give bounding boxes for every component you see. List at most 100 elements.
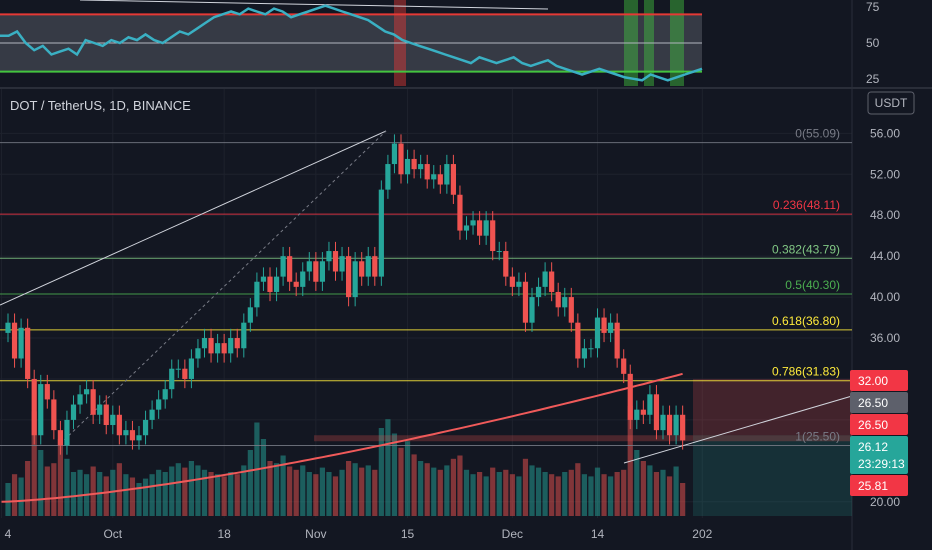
candle-body — [195, 348, 201, 359]
candle-body — [228, 338, 234, 354]
candle-body — [398, 143, 404, 175]
candle-body — [287, 256, 293, 282]
time-tick-label: Dec — [502, 527, 523, 541]
rsi-tick-label: 25 — [866, 72, 880, 86]
candle-body — [280, 256, 286, 277]
moving-average — [1, 372, 683, 503]
volume-bar — [300, 465, 306, 516]
price-tag-box — [850, 453, 908, 474]
volume-bar — [490, 467, 496, 516]
volume-bar — [666, 476, 673, 516]
volume-bar — [221, 476, 227, 516]
time-tick-label: 4 — [5, 527, 12, 541]
volume-bar — [195, 465, 201, 516]
volume-bar — [483, 476, 489, 516]
candle-body — [588, 348, 594, 350]
rsi-pane[interactable] — [0, 0, 703, 86]
volume-bar — [470, 474, 476, 516]
candle-body — [18, 327, 24, 359]
volume-bar — [273, 463, 280, 516]
candle-body — [555, 291, 561, 308]
candle-body — [267, 276, 273, 292]
candle-body — [660, 414, 666, 431]
candle-body — [25, 327, 31, 379]
volume-bar — [608, 476, 614, 516]
candle-body — [247, 307, 253, 323]
candle-body — [306, 261, 312, 272]
volume-bar — [516, 476, 522, 516]
candle-body — [234, 338, 240, 349]
candle-body — [529, 297, 535, 323]
volume-bar — [529, 465, 535, 516]
trendline-upper — [0, 130, 387, 306]
price-tag-box — [850, 414, 908, 435]
entry-zone-highlight — [314, 435, 852, 442]
volume-bar — [391, 433, 398, 516]
volume-bar — [621, 469, 627, 516]
time-axis[interactable]: 4 Oct 18 Nov 15 Dec 14 202 — [5, 527, 713, 541]
volume-bar — [57, 439, 63, 516]
candle-body — [411, 158, 417, 170]
fibonacci-retracement[interactable]: 0(55.09) 0.236(48.11) 0.382(43.79) 0.5(40.3… — [0, 127, 852, 446]
candle-body — [182, 368, 188, 379]
volume-bar — [431, 467, 437, 516]
volume-bar — [110, 469, 116, 516]
volume-bar — [594, 467, 601, 516]
currency-badge[interactable]: USDT — [867, 91, 915, 115]
fib-level-label: 0(55.09) — [795, 127, 840, 141]
price-tick-label: 36.00 — [870, 331, 900, 345]
candle-body — [608, 322, 614, 333]
volume-bar — [260, 439, 267, 516]
price-tag-box — [850, 475, 908, 496]
position-tool[interactable] — [314, 378, 852, 516]
price-axis[interactable]: 56.0052.0048.0044.0040.0036.0032.0028.00… — [870, 126, 900, 508]
candle-body — [621, 358, 627, 374]
candle-body — [391, 143, 398, 165]
candle-body — [457, 194, 463, 231]
volume-bar — [208, 472, 214, 516]
volume-bar — [463, 469, 470, 516]
price-tag-box — [850, 370, 908, 391]
trendline-drawings[interactable] — [0, 130, 853, 464]
volume-bar — [201, 469, 208, 516]
rsi-trendline — [79, 0, 549, 10]
price-tag-last: 26.12 — [858, 440, 888, 454]
fib-level-label: 0.618(36.80) — [772, 314, 840, 328]
volume-bar — [313, 474, 319, 516]
candle-body — [450, 164, 456, 195]
volume-bar — [562, 472, 568, 516]
candle-body — [483, 220, 489, 236]
rsi-axis[interactable]: 75 50 25 — [866, 0, 880, 86]
candle-body — [188, 358, 194, 379]
volume-bar — [555, 476, 561, 516]
volume-bar — [44, 466, 50, 516]
candle-body — [142, 419, 149, 436]
candle-body — [103, 404, 109, 426]
price-tag-countdown: 23:29:13 — [858, 457, 905, 471]
volume-bar — [614, 472, 620, 516]
candle-body — [601, 317, 607, 333]
candle-body — [346, 256, 352, 298]
volume-bar — [149, 474, 155, 516]
volume-bar — [640, 461, 646, 516]
volume-bar — [287, 466, 293, 516]
candle-body — [647, 394, 653, 415]
candle-body — [535, 286, 542, 298]
volume-bar — [411, 454, 417, 516]
candle-body — [221, 343, 227, 354]
candle-body — [293, 281, 299, 287]
candle-body — [627, 373, 633, 420]
volume-bar — [568, 469, 574, 516]
volume-bar — [156, 469, 162, 516]
candle-body — [385, 164, 391, 190]
volume-bar — [680, 483, 686, 516]
chart-title: DOT / TetherUS, 1D, BINANCE — [10, 98, 191, 113]
price-tick-label: 48.00 — [870, 208, 900, 222]
volume-bar — [372, 469, 378, 516]
candle-body — [116, 414, 122, 436]
candle-body — [463, 225, 470, 231]
candle-body — [162, 389, 168, 400]
volume-bar — [647, 465, 653, 516]
